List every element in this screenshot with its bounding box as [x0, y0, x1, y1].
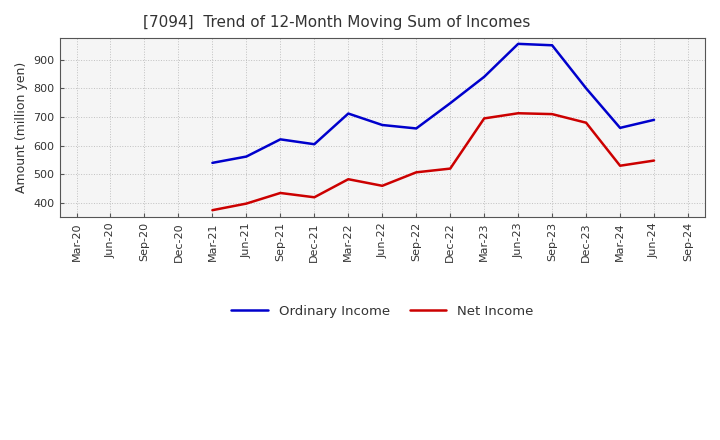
Net Income [208, 208, 217, 213]
Net Income [242, 201, 251, 206]
Ordinary Income [616, 125, 624, 131]
Ordinary Income [582, 86, 590, 91]
Net Income [514, 110, 523, 116]
Net Income [649, 158, 658, 163]
Ordinary Income [208, 160, 217, 165]
Ordinary Income [378, 122, 387, 128]
Ordinary Income [242, 154, 251, 159]
Ordinary Income [310, 142, 319, 147]
Text: [7094]  Trend of 12-Month Moving Sum of Incomes: [7094] Trend of 12-Month Moving Sum of I… [143, 15, 531, 30]
Net Income [446, 166, 454, 171]
Y-axis label: Amount (million yen): Amount (million yen) [15, 62, 28, 193]
Ordinary Income [514, 41, 523, 47]
Net Income [276, 191, 284, 196]
Ordinary Income [649, 117, 658, 122]
Ordinary Income [344, 111, 353, 116]
Line: Ordinary Income: Ordinary Income [212, 44, 654, 163]
Ordinary Income [446, 101, 454, 106]
Net Income [616, 163, 624, 169]
Line: Net Income: Net Income [212, 113, 654, 210]
Net Income [310, 194, 319, 200]
Ordinary Income [548, 43, 557, 48]
Net Income [412, 170, 420, 175]
Net Income [548, 111, 557, 117]
Net Income [480, 116, 488, 121]
Net Income [582, 120, 590, 125]
Ordinary Income [276, 137, 284, 142]
Ordinary Income [480, 74, 488, 80]
Net Income [344, 176, 353, 182]
Net Income [378, 183, 387, 188]
Ordinary Income [412, 126, 420, 131]
Legend: Ordinary Income, Net Income: Ordinary Income, Net Income [226, 299, 539, 323]
